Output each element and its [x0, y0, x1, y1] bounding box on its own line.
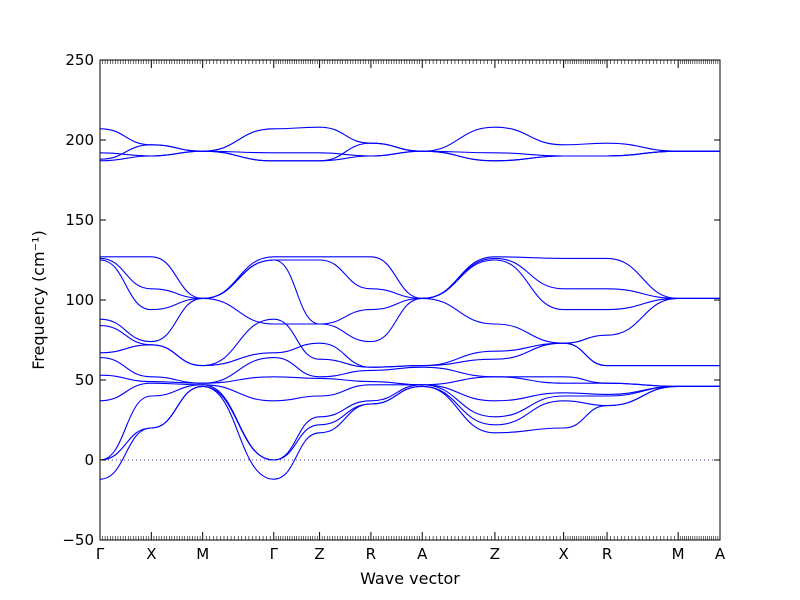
y-axis-title: Frequency (cm⁻¹)	[29, 230, 48, 369]
band-line-1	[99, 126, 720, 152]
y-tick-label: 200	[65, 131, 94, 149]
band-line-12	[99, 374, 720, 387]
x-tick-label: A	[715, 545, 726, 563]
band-line-5	[99, 256, 720, 299]
y-tick-label: 250	[65, 51, 94, 69]
x-tick-label: R	[602, 545, 612, 563]
x-tick-label: Γ	[270, 545, 279, 563]
x-tick-label: Γ	[96, 545, 105, 563]
x-tick-label: X	[558, 545, 568, 563]
band-line-9	[99, 318, 720, 368]
y-tick-label: −50	[62, 531, 94, 549]
band-line-10	[99, 342, 720, 368]
y-axis: −50 0 50 100 150 200 250	[62, 51, 720, 549]
x-tick-label: A	[417, 545, 428, 563]
x-tick-label: R	[366, 545, 376, 563]
band-line-7	[99, 259, 720, 325]
y-tick-label: 150	[65, 211, 94, 229]
x-axis-title: Wave vector	[360, 569, 460, 588]
x-tick-label: Z	[490, 545, 500, 563]
band-line-4	[99, 150, 720, 162]
x-tick-label: M	[672, 545, 685, 563]
y-tick-label: 100	[65, 291, 94, 309]
minor-ticks	[102, 60, 719, 540]
band-line-14	[99, 384, 720, 461]
band-line-11	[99, 357, 720, 387]
band-line-15	[99, 385, 720, 461]
band-lines	[99, 126, 720, 480]
x-tick-label: M	[196, 545, 209, 563]
x-tick-label: Z	[314, 545, 324, 563]
y-tick-label: 50	[75, 371, 94, 389]
y-tick-label: 0	[84, 451, 94, 469]
x-tick-label: X	[146, 545, 156, 563]
band-line-8	[99, 297, 720, 344]
band-line-16	[99, 385, 720, 480]
